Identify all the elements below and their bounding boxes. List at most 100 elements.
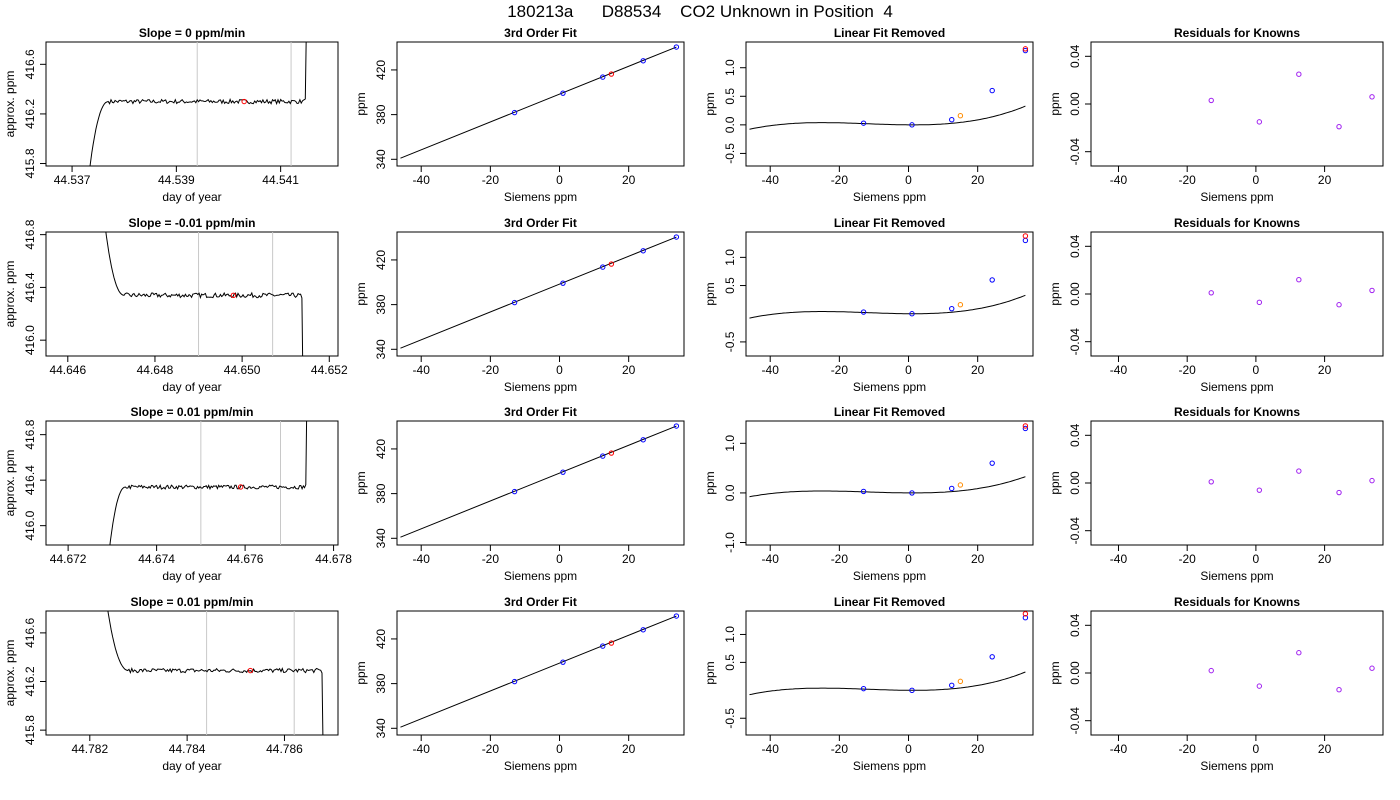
residual-point [1336,123,1342,130]
panel-title: Residuals for Knowns [1174,595,1300,609]
y-tick-label: 416.2 [23,666,37,696]
x-tick-label: 20 [622,552,636,566]
y-tick-label: 416.6 [23,618,37,648]
x-tick-label: 0 [1253,552,1260,566]
y-tick-label: 380 [374,104,388,124]
x-axis-label: Siemens ppm [1200,380,1273,394]
known-point [511,488,518,495]
known-point [1022,425,1029,432]
residual-point [1296,276,1302,283]
plot-frame [45,231,339,357]
x-tick-label: -20 [1179,173,1197,187]
panel-title: Linear Fit Removed [834,216,945,230]
y-axis-label: approx. ppm [3,71,17,138]
known-point [1022,47,1029,54]
known-point [673,423,680,429]
plot-frame [1090,231,1384,357]
known-point [989,87,995,94]
y-axis-label: ppm [1048,471,1062,494]
residual-point [1208,479,1214,485]
known-point [600,264,606,270]
x-tick-label: -40 [1110,552,1128,566]
known-point [640,248,646,254]
x-axis-label: Siemens ppm [504,759,577,773]
x-tick-label: -40 [413,363,431,377]
cubic-curve [749,294,1026,319]
x-tick-label: 0 [905,363,912,377]
known-point [600,74,606,80]
plot-frame [745,420,1034,546]
y-tick-label: 420 [374,629,388,649]
residual-point [1369,94,1375,100]
x-tick-label: -40 [762,173,780,187]
plot-frame [745,41,1034,167]
x-tick-label: 20 [971,552,985,566]
known-point [989,277,995,283]
y-tick-label: 0.04 [1068,613,1082,637]
x-tick-label: 0 [905,742,912,756]
third-order-fit-panel: 3rd Order Fit Siemens ppm ppm -40 -20 0 20 340 3… [354,26,685,204]
known-point [989,654,995,660]
residual-point [1256,119,1263,125]
residual-point [1256,683,1263,689]
panel-title: Slope = 0.01 ppm/min [130,405,253,419]
known-point [860,120,867,126]
residual-point [1296,650,1302,656]
x-tick-label: 20 [971,363,985,377]
y-tick-label: 0.5 [723,88,737,105]
known-point [673,613,680,619]
x-tick-label: -40 [413,742,431,756]
y-tick-label: -0.04 [1068,138,1082,166]
y-tick-label: 415.8 [23,148,37,178]
residuals-panel: Residuals for Knowns Siemens ppm ppm -40 -20… [1048,595,1384,773]
y-tick-label: 380 [374,294,388,314]
x-axis-label: day of year [162,569,221,583]
x-axis-label: day of year [162,759,221,773]
x-axis-label: Siemens ppm [853,759,926,773]
known-point [909,311,915,317]
y-tick-label: -0.04 [1068,328,1082,356]
x-axis-label: day of year [162,380,221,394]
known-point [909,122,915,128]
unknown-point [957,302,964,308]
panel-title: Residuals for Knowns [1174,216,1300,230]
unknown-point [957,113,964,119]
x-axis-label: Siemens ppm [504,569,577,583]
x-tick-label: 20 [622,173,636,187]
fit-line [400,615,677,728]
y-axis-label: ppm [703,471,717,494]
x-tick-label: 0 [1253,363,1260,377]
y-tick-label: 0.00 [1068,282,1082,306]
x-tick-label: -40 [1110,173,1128,187]
x-tick-label: 44.646 [49,363,86,377]
x-tick-label: -20 [831,742,849,756]
panel-title: Slope = -0.01 ppm/min [128,216,255,230]
known-point [560,469,566,475]
unknown-point [957,678,964,685]
third-order-fit-panel: 3rd Order Fit Siemens ppm ppm -40 -20 0 20 340 3… [354,216,685,394]
x-tick-label: 0 [556,742,563,756]
figure-row-4: Slope = 0.01 ppm/min day of year approx. p… [3,595,1384,773]
figure-row-2: Slope = -0.01 ppm/min day of year approx. … [3,216,1384,394]
figure-title: 180213a D88534 CO2 Unknown in Position 4 [507,2,893,21]
y-tick-label: 0.0 [723,116,737,133]
linear-fit-removed-panel: Linear Fit Removed Siemens ppm ppm -40 -20 0 2… [703,405,1034,583]
residuals-panel: Residuals for Knowns Siemens ppm ppm -40 -20… [1048,26,1384,204]
cubic-curve [749,105,1026,130]
y-axis-label: ppm [1048,92,1062,115]
residual-point [1369,287,1375,294]
y-axis-label: approx. ppm [3,261,17,328]
timeseries-trace [105,232,304,356]
x-tick-label: 44.676 [227,552,264,566]
panel-title: Slope = 0 ppm/min [139,26,245,40]
y-tick-label: 380 [374,483,388,503]
panel-title: 3rd Order Fit [504,595,577,609]
y-axis-label: approx. ppm [3,640,17,707]
linear-fit-removed-panel: Linear Fit Removed Siemens ppm ppm -40 -20 0 2… [703,26,1034,204]
cubic-curve [749,671,1026,696]
known-point [511,678,518,685]
x-tick-label: 20 [971,742,985,756]
plot-frame [45,610,339,736]
y-tick-label: 1.0 [723,59,737,76]
y-tick-label: 1.0 [723,249,737,266]
